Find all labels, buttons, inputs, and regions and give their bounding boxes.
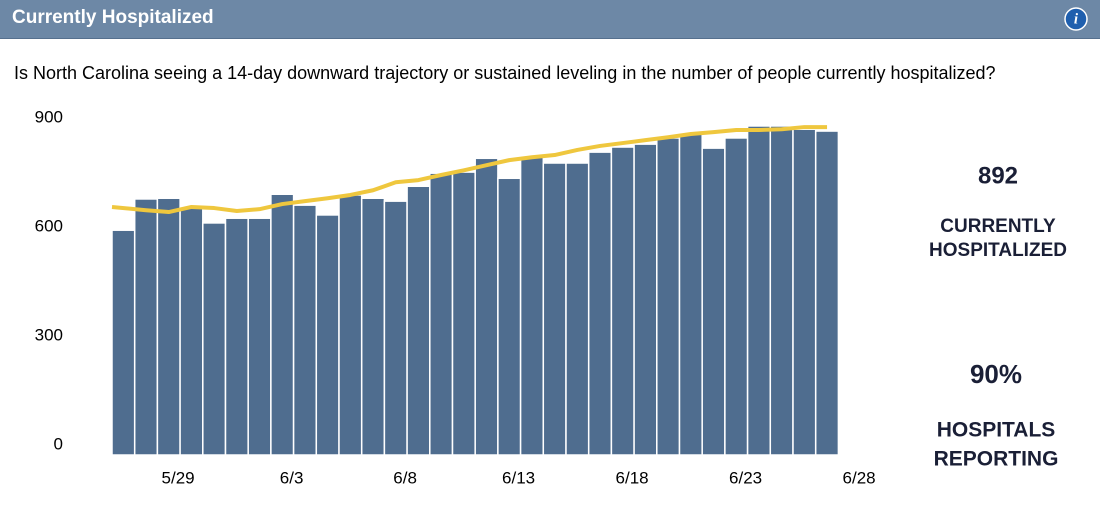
x-tick-label: 6/18: [616, 468, 649, 487]
bar: [247, 217, 272, 456]
bar: [701, 147, 726, 456]
bar: [565, 162, 590, 456]
bar: [610, 146, 635, 456]
bar: [497, 177, 522, 456]
y-tick-label: 0: [54, 434, 63, 453]
x-tick-label: 6/28: [843, 468, 876, 487]
bar: [656, 137, 681, 456]
stat-label: HOSPITALIZED: [929, 240, 1067, 261]
bar: [474, 157, 499, 456]
y-tick-label: 300: [35, 326, 63, 345]
header-title: Currently Hospitalized: [12, 7, 214, 28]
bar: [315, 214, 340, 456]
bar: [814, 130, 840, 456]
header-bar: Currently Hospitalized i: [0, 0, 1100, 39]
bar: [270, 193, 295, 456]
bar: [111, 229, 136, 456]
bar: [792, 128, 817, 456]
bar: [519, 155, 545, 456]
bar: [338, 194, 363, 456]
bar: [746, 125, 772, 456]
bar: [633, 143, 658, 456]
stat-label: REPORTING: [934, 448, 1059, 471]
bar: [133, 198, 159, 456]
stat-value: 90%: [970, 359, 1022, 389]
bar: [360, 197, 386, 456]
bar: [224, 217, 249, 456]
x-tick-label: 6/8: [393, 468, 417, 487]
bar: [406, 185, 431, 456]
x-tick-label: 6/23: [729, 468, 762, 487]
stat-value: 892: [978, 162, 1018, 189]
stat-label: HOSPITALS: [937, 419, 1056, 442]
bar: [292, 204, 318, 456]
x-tick-label: 6/13: [502, 468, 535, 487]
bar: [542, 162, 567, 456]
info-icon[interactable]: i: [1064, 7, 1088, 31]
bar: [587, 151, 613, 456]
y-tick-label: 600: [35, 217, 63, 236]
bar: [429, 172, 454, 456]
y-tick-label: 900: [35, 108, 63, 127]
bar: [451, 171, 476, 456]
bar: [156, 197, 181, 456]
bar: [678, 132, 703, 456]
x-tick-label: 6/3: [280, 468, 304, 487]
bar: [383, 200, 408, 456]
bar: [769, 125, 794, 456]
svg-text:i: i: [1074, 11, 1079, 27]
stat-label: CURRENTLY: [940, 216, 1056, 237]
bar: [202, 222, 227, 456]
trend-line: [111, 125, 828, 215]
x-tick-label: 5/29: [162, 468, 195, 487]
question: Is North Carolina seeing a 14-day downwa…: [14, 63, 996, 83]
bar: [179, 207, 204, 456]
bar: [724, 137, 749, 456]
